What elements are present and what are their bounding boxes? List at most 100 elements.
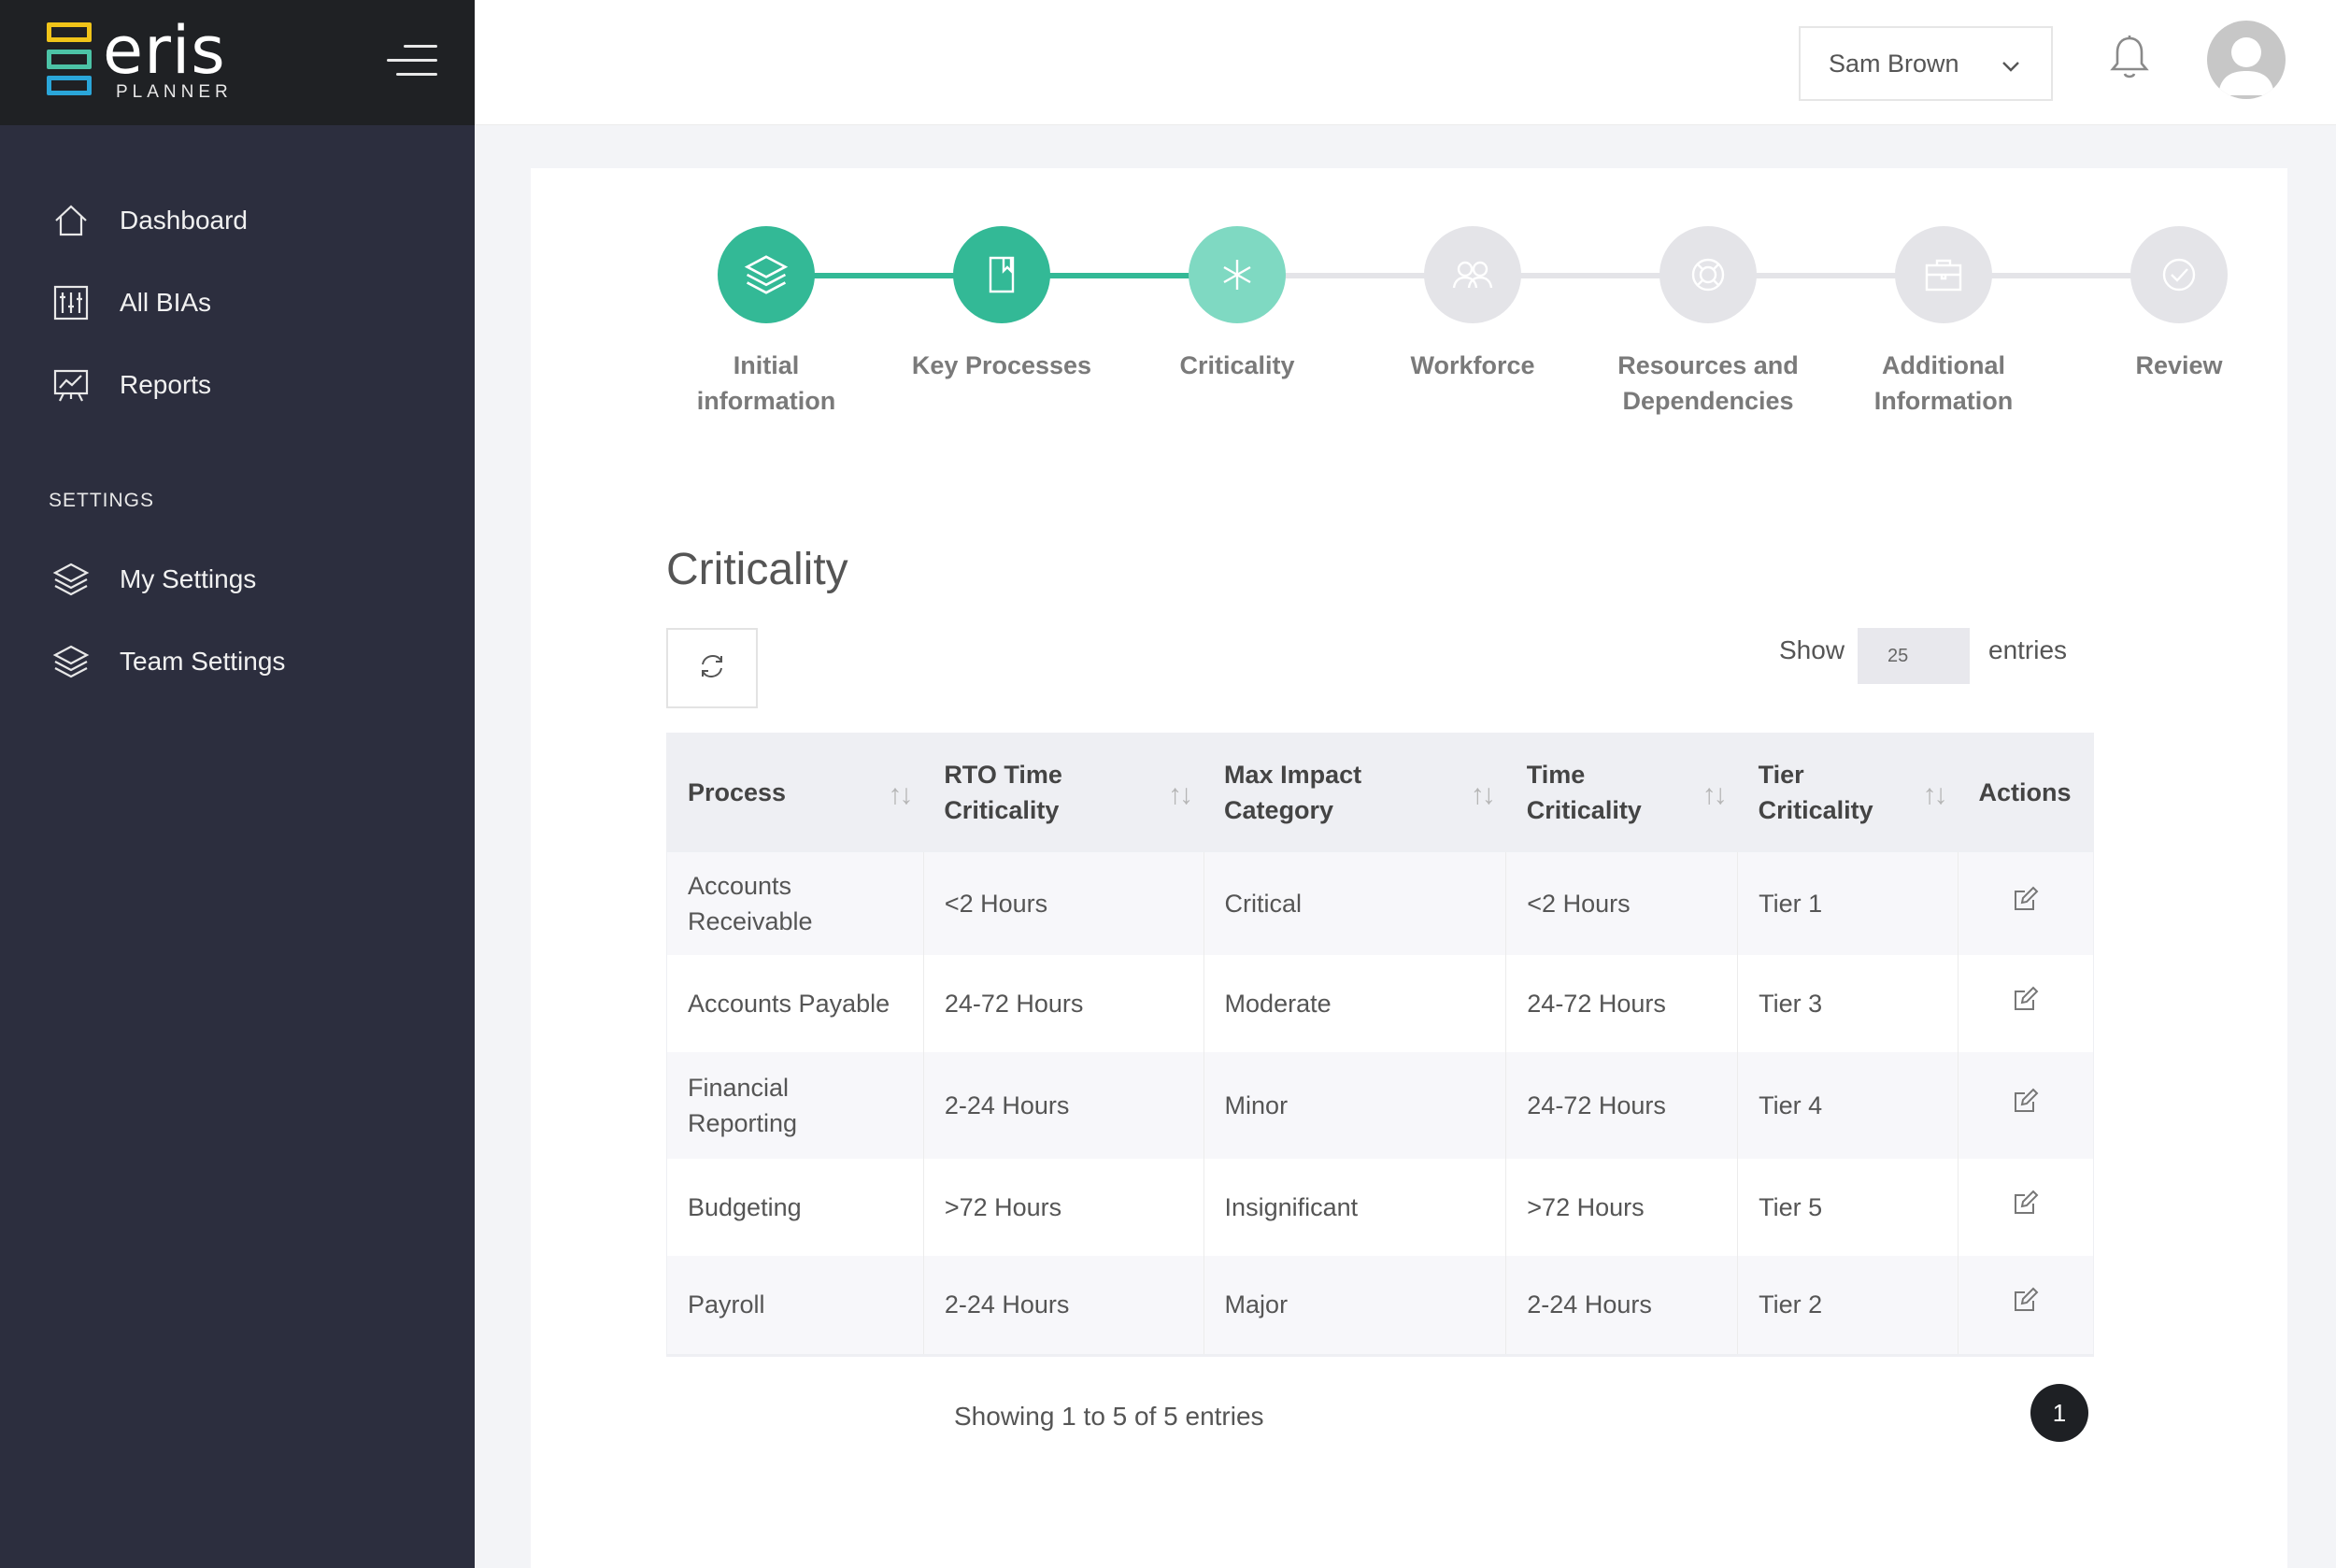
step-label: Initial — [733, 351, 800, 379]
cell-time: 24-72 Hours — [1505, 1052, 1739, 1159]
refresh-button[interactable] — [666, 628, 758, 708]
step-review[interactable]: Review — [2076, 226, 2282, 383]
home-icon — [50, 200, 92, 241]
table-row: Accounts Payable 24-72 Hours Moderate 24… — [666, 955, 2094, 1052]
pagination-info: Showing 1 to 5 of 5 entries — [954, 1402, 1264, 1431]
chart-board-icon — [50, 364, 92, 406]
briefcase-icon — [1895, 226, 1992, 323]
notification-bell-icon[interactable] — [2109, 34, 2150, 85]
step-workforce[interactable]: Workforce — [1370, 226, 1575, 383]
cell-tier: Tier 4 — [1737, 1052, 1959, 1159]
avatar[interactable] — [2207, 21, 2286, 99]
sidebar-item-reports[interactable]: Reports — [50, 364, 211, 406]
edit-icon[interactable] — [2013, 1190, 2039, 1221]
cell-rto: 2-24 Hours — [923, 1256, 1204, 1355]
cell-actions — [1958, 1159, 2093, 1256]
refresh-icon — [698, 652, 726, 685]
step-label: Dependencies — [1622, 387, 1794, 415]
user-dropdown[interactable]: Sam Brown — [1799, 26, 2053, 101]
step-label: Key Processes — [911, 351, 1092, 379]
sidebar-item-label: Dashboard — [120, 206, 248, 235]
wizard-stepper: Initial information Key Processes Critica… — [531, 168, 2287, 449]
sidebar-item-dashboard[interactable]: Dashboard — [50, 200, 248, 241]
sort-icon[interactable]: ↑↓ — [1470, 779, 1496, 810]
sidebar: eris PLANNER Dashboard All BIAs Reports … — [0, 0, 475, 1568]
cell-time: 24-72 Hours — [1505, 955, 1739, 1052]
column-header-process[interactable]: Process ↑↓ — [667, 733, 924, 852]
step-initial-information[interactable]: Initial information — [663, 226, 869, 419]
sidebar-item-team-settings[interactable]: Team Settings — [50, 641, 285, 682]
document-icon — [953, 226, 1050, 323]
sidebar-item-label: My Settings — [120, 564, 257, 593]
sidebar-item-my-settings[interactable]: My Settings — [50, 559, 256, 600]
step-additional-information[interactable]: Additional Information — [1841, 226, 2046, 419]
step-connector — [1473, 273, 1708, 278]
main-card: Initial information Key Processes Critica… — [531, 168, 2287, 1568]
sidebar-item-label: All BIAs — [120, 288, 212, 317]
step-connector — [1708, 273, 1944, 278]
cell-time: <2 Hours — [1505, 852, 1739, 955]
page-button-1[interactable]: 1 — [2030, 1384, 2088, 1442]
cell-actions — [1958, 1052, 2093, 1159]
cell-rto: <2 Hours — [923, 852, 1204, 955]
settings-heading: SETTINGS — [49, 490, 155, 511]
cell-actions — [1958, 955, 2093, 1052]
cell-impact: Insignificant — [1204, 1159, 1507, 1256]
cell-actions — [1958, 1256, 2093, 1355]
step-criticality[interactable]: Criticality — [1134, 226, 1340, 383]
entries-label: entries — [1988, 635, 2068, 664]
layers-icon — [718, 226, 815, 323]
column-header-actions: Actions — [1978, 778, 2072, 806]
step-key-processes[interactable]: Key Processes — [899, 226, 1104, 383]
cell-tier: Tier 3 — [1737, 955, 1959, 1052]
sort-icon[interactable]: ↑↓ — [1168, 779, 1193, 810]
edit-icon[interactable] — [2013, 1088, 2039, 1119]
sort-icon[interactable]: ↑↓ — [1702, 779, 1728, 810]
step-label: Information — [1873, 387, 2014, 415]
step-label: Resources and — [1617, 351, 1799, 379]
step-resources-dependencies[interactable]: Resources and Dependencies — [1605, 226, 1811, 419]
step-connector — [766, 273, 1002, 278]
step-connector — [1944, 273, 2179, 278]
table-row: Financial Reporting 2-24 Hours Minor 24-7… — [666, 1052, 2094, 1159]
cell-rto: 24-72 Hours — [923, 955, 1204, 1052]
criticality-table: Process ↑↓ RTO Time Criticality ↑↓ Max Impa… — [666, 733, 2094, 1357]
sort-icon[interactable]: ↑↓ — [888, 779, 913, 810]
sliders-icon — [50, 282, 92, 323]
menu-toggle-icon[interactable] — [385, 45, 437, 77]
step-connector — [1002, 273, 1237, 278]
edit-icon[interactable] — [2013, 1287, 2039, 1319]
show-label: Show — [1779, 635, 1845, 664]
step-label: information — [696, 387, 836, 415]
table-row: Accounts Receivable <2 Hours Critical <2 … — [666, 852, 2094, 955]
cell-impact: Moderate — [1204, 955, 1507, 1052]
cell-process: Accounts Payable — [666, 955, 924, 1052]
edit-icon[interactable] — [2013, 986, 2039, 1018]
logo[interactable]: eris PLANNER — [47, 18, 233, 103]
cell-impact: Critical — [1204, 852, 1507, 955]
step-label: Workforce — [1410, 351, 1535, 379]
cell-tier: Tier 2 — [1737, 1256, 1959, 1355]
chevron-down-icon — [2001, 54, 2021, 83]
column-header-max-impact-category[interactable]: Max Impact Category ↑↓ — [1224, 761, 1496, 824]
sidebar-item-all-bias[interactable]: All BIAs — [50, 282, 211, 323]
cell-process: Payroll — [666, 1256, 924, 1355]
section-title: Criticality — [666, 545, 848, 594]
asterisk-icon — [1189, 226, 1286, 323]
cell-time: 2-24 Hours — [1505, 1256, 1739, 1355]
table-row: Payroll 2-24 Hours Major 2-24 Hours Tier… — [666, 1256, 2094, 1355]
column-header-rto-time-criticality[interactable]: RTO Time Criticality ↑↓ — [944, 761, 1193, 824]
logo-subtitle: PLANNER — [116, 82, 233, 102]
column-header-time-criticality[interactable]: Time Criticality ↑↓ — [1526, 761, 1728, 824]
cell-tier: Tier 1 — [1737, 852, 1959, 955]
entries-per-page-select[interactable]: 25 — [1858, 628, 1970, 684]
edit-icon[interactable] — [2013, 886, 2039, 918]
column-header-tier-criticality[interactable]: Tier Criticality ↑↓ — [1758, 761, 1948, 824]
cell-process: Accounts Receivable — [666, 852, 924, 955]
sort-icon[interactable]: ↑↓ — [1922, 779, 1947, 810]
cell-process: Budgeting — [666, 1159, 924, 1256]
cell-time: >72 Hours — [1505, 1159, 1739, 1256]
sidebar-item-label: Team Settings — [120, 647, 286, 676]
cell-rto: >72 Hours — [923, 1159, 1204, 1256]
step-label: Additional — [1882, 351, 2005, 379]
